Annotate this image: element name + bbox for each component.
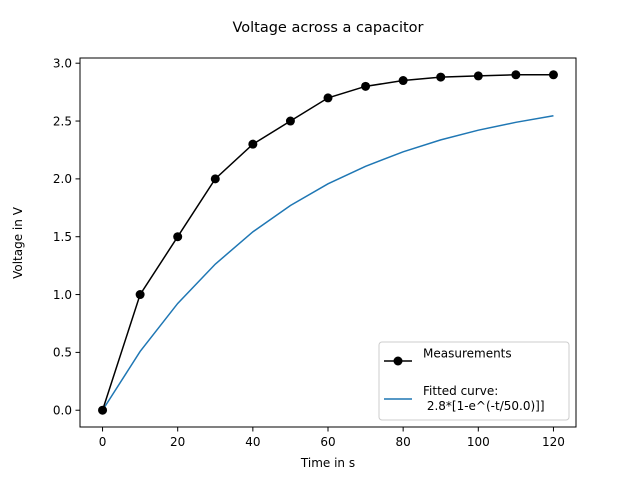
y-tick-label: 0.0: [53, 404, 72, 418]
legend-label-fitted-line-1: Fitted curve:: [423, 384, 498, 398]
y-tick-label: 3.0: [53, 57, 72, 71]
legend: Measurements Fitted curve: 2.8*[1-e^(-t/…: [378, 341, 570, 421]
data-point-measurements: [436, 72, 446, 82]
x-tick-label: 0: [99, 435, 107, 449]
data-point-measurements: [398, 76, 408, 86]
legend-label-fitted-line-2: 2.8*[1-e^(-t/50.0)]]: [423, 399, 545, 413]
data-point-measurements: [473, 71, 483, 81]
data-point-measurements: [135, 290, 145, 300]
x-tick-label: 80: [396, 435, 411, 449]
y-tick-label: 2.5: [53, 114, 72, 128]
series-line-fitted-curve: [101, 114, 554, 411]
data-point-measurements: [210, 174, 220, 184]
legend-marker-measurements: [393, 356, 403, 366]
data-point-measurements: [285, 116, 295, 126]
data-point-measurements: [248, 139, 258, 149]
chart-title: Voltage across a capacitor: [232, 20, 423, 36]
y-tick-label: 2.0: [53, 172, 72, 186]
y-tick-label: 1.0: [53, 288, 72, 302]
y-axis-label: Voltage in V: [11, 206, 25, 279]
y-tick-label: 0.5: [53, 346, 72, 360]
x-tick-label: 100: [467, 435, 490, 449]
data-point-measurements: [98, 405, 108, 415]
legend-label-fitted: Fitted curve: 2.8*[1-e^(-t/50.0)]]: [423, 384, 545, 413]
series-layer: [98, 70, 558, 415]
x-tick-label: 40: [245, 435, 260, 449]
legend-frame: [378, 341, 570, 421]
x-tick-label: 120: [542, 435, 565, 449]
data-point-measurements: [323, 93, 333, 103]
axes-layer: 0 20 40 60 80 100 120 0.0 0.5 1.0 1.5 2.0 2.5 3.0: [53, 57, 577, 449]
data-point-measurements: [361, 81, 371, 91]
x-tick-label: 20: [170, 435, 185, 449]
y-tick-label: 1.5: [53, 230, 72, 244]
legend-label-measurements: Measurements: [423, 347, 512, 361]
x-axis-label: Time in s: [300, 456, 355, 470]
data-point-measurements: [548, 70, 558, 80]
x-tick-label: 60: [320, 435, 335, 449]
data-point-measurements: [511, 70, 521, 80]
data-point-measurements: [173, 232, 183, 242]
